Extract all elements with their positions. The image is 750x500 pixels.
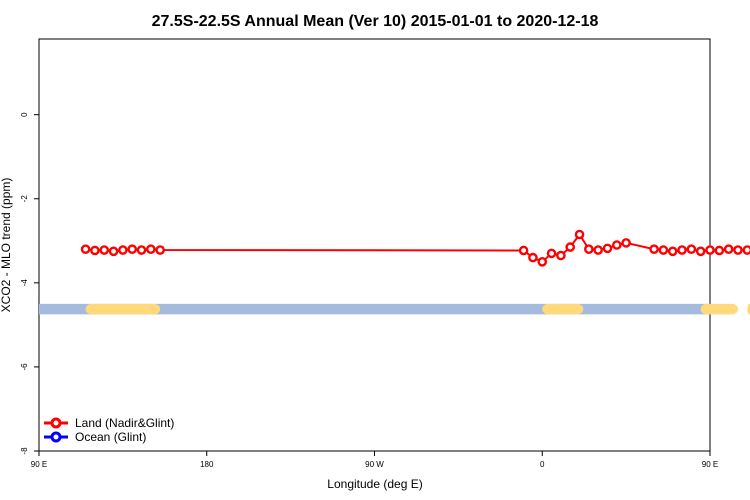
data-point — [118, 245, 128, 255]
data-point — [584, 244, 594, 255]
data-point — [136, 245, 147, 255]
x-tick-label: 90 E — [31, 460, 47, 469]
legend-marker — [50, 431, 62, 443]
y-axis: 0 -2 -4 -6 -8 — [20, 112, 39, 455]
land-mask — [39, 303, 750, 315]
data-point — [537, 257, 548, 267]
y-tick-label: 0 — [20, 112, 29, 117]
data-point — [528, 252, 538, 263]
chart-title: 27.5S-22.5S Annual Mean (Ver 10) 2015-01… — [152, 13, 599, 30]
x-tick-label: 180 — [200, 460, 214, 469]
data-point — [686, 244, 697, 255]
data-point — [695, 246, 706, 257]
data-point — [723, 244, 734, 255]
data-point — [565, 242, 576, 252]
data-point — [658, 245, 669, 255]
data-point — [146, 244, 156, 255]
x-tick-label: 90 W — [365, 460, 384, 469]
land-segment — [85, 303, 161, 315]
ocean-band — [39, 303, 710, 315]
land-segment — [747, 303, 750, 315]
x-axis-label: Longitude (deg E) — [327, 477, 422, 491]
data-point — [602, 243, 613, 254]
y-tick-label: -4 — [20, 279, 29, 287]
data-point — [733, 245, 743, 255]
x-axis: 90 E 180 90 W 0 90 E — [31, 451, 718, 469]
data-point — [649, 244, 659, 255]
data-point — [574, 229, 585, 240]
legend-label: Ocean (Glint) — [75, 430, 146, 444]
series-points — [80, 229, 750, 267]
data-point — [742, 245, 750, 255]
land-segment — [700, 303, 738, 315]
data-point — [612, 240, 622, 250]
legend-marker — [50, 417, 62, 429]
legend-label: Land (Nadir&Glint) — [75, 416, 174, 430]
y-tick-label: -6 — [20, 363, 29, 371]
y-axis-label: XCO2 - MLO trend (ppm) — [0, 178, 13, 313]
data-point — [99, 245, 110, 255]
data-point — [518, 245, 529, 256]
x-tick-label: 0 — [540, 460, 545, 469]
land-segment — [542, 303, 584, 315]
data-point — [677, 245, 687, 255]
x-tick-label: 90 E — [702, 460, 718, 469]
data-point — [705, 245, 715, 255]
y-tick-label: -2 — [20, 195, 29, 203]
y-tick-label: -8 — [20, 447, 29, 455]
data-point — [127, 244, 137, 255]
data-point — [108, 246, 119, 257]
data-point — [80, 244, 91, 255]
data-point — [90, 245, 100, 256]
data-point — [556, 250, 566, 261]
data-point — [593, 245, 603, 255]
data-point — [155, 245, 165, 255]
data-point — [621, 238, 631, 248]
data-point — [714, 245, 725, 256]
data-point — [667, 246, 678, 257]
data-point — [546, 248, 557, 259]
legend: Land (Nadir&Glint)Ocean (Glint) — [44, 416, 174, 444]
